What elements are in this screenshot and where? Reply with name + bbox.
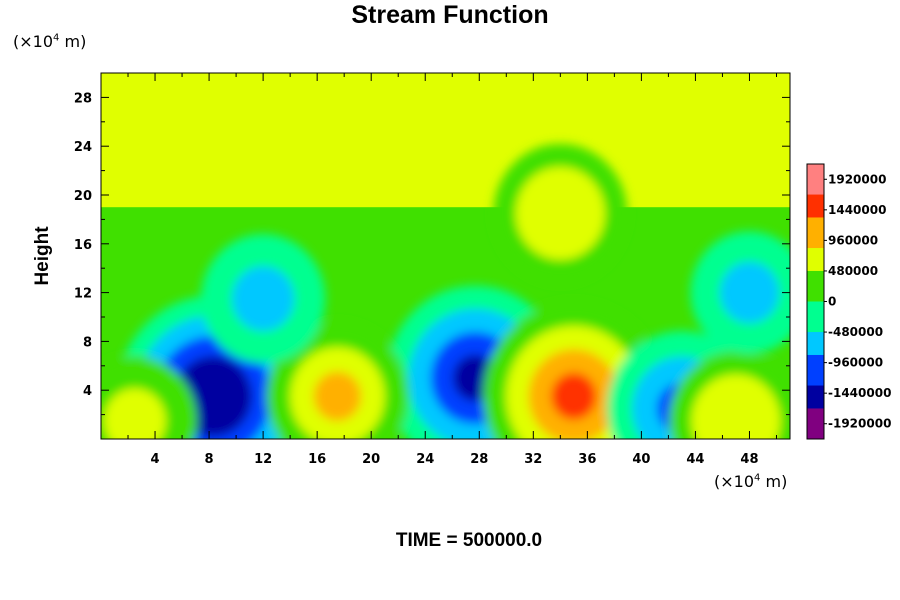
colorbar-tick-label: -1920000	[828, 417, 891, 431]
x-axis-unit: (×104 m)	[714, 472, 788, 491]
colorbar-segment	[807, 431, 824, 440]
colorbar-tick-label: -1440000	[828, 386, 891, 400]
colorbar-segment	[807, 301, 824, 310]
colorbar-segment	[807, 385, 824, 394]
colorbar-segment	[807, 186, 824, 196]
x-tick-label: 12	[254, 452, 272, 467]
colorbar-segment	[807, 202, 824, 211]
colorbar-segment	[807, 354, 824, 364]
field-feature	[493, 143, 628, 283]
field-feature	[690, 231, 790, 354]
x-tick-label: 44	[686, 452, 704, 467]
colorbar-segment	[807, 423, 824, 432]
colorbar-segment	[807, 209, 824, 218]
y-tick-label: 20	[74, 189, 92, 204]
colorbar-tick-label: 960000	[828, 233, 878, 247]
field-feature	[669, 351, 790, 439]
colorbar-segment	[807, 324, 824, 333]
plot-area	[101, 73, 790, 439]
field-feature	[101, 356, 197, 439]
y-tick-label: 8	[83, 335, 92, 350]
x-tick-label: 16	[308, 452, 326, 467]
colorbar-segment	[807, 309, 824, 318]
colorbar-segment	[807, 370, 824, 379]
colorbar-tick-label: -480000	[828, 325, 883, 339]
colorbar-segment	[807, 286, 824, 295]
field-feature	[200, 234, 326, 364]
y-tick-label: 12	[74, 287, 92, 302]
colorbar-segment	[807, 255, 824, 264]
colorbar-segment	[807, 164, 824, 173]
colorbar-segment	[807, 408, 824, 417]
y-tick-label: 24	[74, 140, 92, 155]
colorbar-segment	[807, 393, 824, 402]
colorbar-segment	[807, 339, 824, 348]
colorbar-segment	[807, 171, 824, 180]
colorbar-segment	[807, 377, 824, 387]
colorbar-tick-label: 1920000	[828, 172, 886, 186]
colorbar-segment	[807, 240, 824, 249]
colorbar-segment	[807, 293, 824, 302]
colorbar-segment	[807, 332, 824, 341]
colorbar-segment	[807, 263, 824, 272]
colorbar-tick-label: -960000	[828, 356, 883, 370]
colorbar-tick-label: 480000	[828, 264, 878, 278]
colorbar-tick-label: 0	[828, 295, 836, 309]
colorbar-segment	[807, 217, 824, 226]
x-tick-label: 48	[740, 452, 758, 467]
x-tick-label: 8	[205, 452, 214, 467]
y-tick-label: 28	[74, 91, 92, 106]
colorbar-segment	[807, 347, 824, 356]
x-tick-label: 28	[470, 452, 488, 467]
field-feature	[266, 322, 409, 439]
colorbar-segment	[807, 225, 824, 234]
plot-frame	[100, 72, 791, 440]
x-tick-label: 36	[578, 452, 596, 467]
y-axis-unit: (×104 m)	[13, 32, 87, 51]
colorbar-segment	[807, 248, 824, 257]
colorbar-segment	[807, 194, 824, 203]
x-tick-label: 40	[632, 452, 650, 467]
colorbar: 1920000 1440000 960000 480000 0 -480000 -96000…	[806, 163, 891, 440]
x-tick-label: 20	[362, 452, 380, 467]
colorbar-segment	[807, 316, 824, 325]
y-tick-label: 16	[74, 238, 92, 253]
chart-title: Stream Function	[351, 1, 549, 29]
colorbar-segment	[807, 232, 824, 241]
x-tick-label: 32	[524, 452, 542, 467]
y-tick-label: 4	[83, 384, 92, 399]
colorbar-segment	[807, 270, 824, 280]
colorbar-segment	[807, 278, 824, 287]
time-label: TIME = 500000.0	[395, 530, 543, 551]
upper-layer	[101, 73, 790, 208]
colorbar-segment	[807, 400, 824, 409]
x-tick-label: 4	[151, 452, 160, 467]
colorbar-segment	[807, 416, 824, 425]
x-tick-label: 24	[416, 452, 434, 467]
colorbar-segment	[807, 179, 824, 188]
colorbar-segment	[807, 362, 824, 371]
colorbar-tick-label: 1440000	[828, 203, 886, 217]
